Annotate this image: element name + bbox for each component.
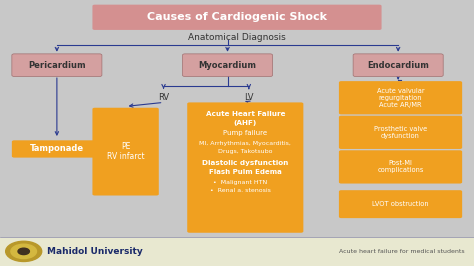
Text: •  Malignant HTN: • Malignant HTN bbox=[213, 180, 268, 185]
Circle shape bbox=[18, 248, 29, 255]
Text: Pericardium: Pericardium bbox=[28, 61, 86, 70]
FancyBboxPatch shape bbox=[12, 54, 102, 77]
Text: PE
RV infarct: PE RV infarct bbox=[107, 142, 145, 161]
Text: Acute heart failure for medical students: Acute heart failure for medical students bbox=[339, 249, 465, 254]
Text: Endocardium: Endocardium bbox=[367, 61, 429, 70]
Text: Pump failure: Pump failure bbox=[223, 130, 267, 136]
FancyBboxPatch shape bbox=[12, 140, 102, 157]
FancyBboxPatch shape bbox=[353, 54, 443, 77]
FancyBboxPatch shape bbox=[339, 150, 462, 184]
Text: Post-MI
complications: Post-MI complications bbox=[377, 160, 424, 173]
Text: Causes of Cardiogenic Shock: Causes of Cardiogenic Shock bbox=[147, 12, 327, 22]
FancyBboxPatch shape bbox=[92, 5, 382, 30]
Text: LVOT obstruction: LVOT obstruction bbox=[372, 201, 429, 207]
Circle shape bbox=[6, 241, 42, 261]
FancyBboxPatch shape bbox=[339, 116, 462, 149]
Text: Acute valvular
regurgitation
Acute AR/MR: Acute valvular regurgitation Acute AR/MR bbox=[377, 88, 424, 108]
Text: Tamponade: Tamponade bbox=[30, 144, 84, 153]
Text: Acute Heart Failure: Acute Heart Failure bbox=[206, 111, 285, 117]
FancyBboxPatch shape bbox=[0, 237, 474, 266]
FancyBboxPatch shape bbox=[339, 190, 462, 218]
FancyBboxPatch shape bbox=[187, 102, 303, 233]
Text: Myocardium: Myocardium bbox=[199, 61, 256, 70]
Text: •  Renal a. stenosis: • Renal a. stenosis bbox=[210, 188, 271, 193]
Text: Mahidol University: Mahidol University bbox=[47, 247, 143, 256]
Circle shape bbox=[11, 244, 36, 259]
Text: Flash Pulm Edema: Flash Pulm Edema bbox=[209, 169, 282, 175]
Text: LV: LV bbox=[244, 93, 254, 102]
Text: Diastolic dysfunction: Diastolic dysfunction bbox=[202, 160, 289, 165]
FancyBboxPatch shape bbox=[92, 108, 159, 196]
Text: Drugs, Takotsubo: Drugs, Takotsubo bbox=[218, 149, 273, 154]
Text: Anatomical Diagnosis: Anatomical Diagnosis bbox=[188, 33, 286, 42]
FancyBboxPatch shape bbox=[182, 54, 273, 77]
FancyBboxPatch shape bbox=[339, 81, 462, 114]
Text: (AHF): (AHF) bbox=[234, 120, 257, 126]
Text: MI, Arrhythmias, Myocarditis,: MI, Arrhythmias, Myocarditis, bbox=[200, 142, 291, 146]
Text: Prosthetic valve
dysfunction: Prosthetic valve dysfunction bbox=[374, 126, 427, 139]
Text: RV: RV bbox=[158, 93, 169, 102]
